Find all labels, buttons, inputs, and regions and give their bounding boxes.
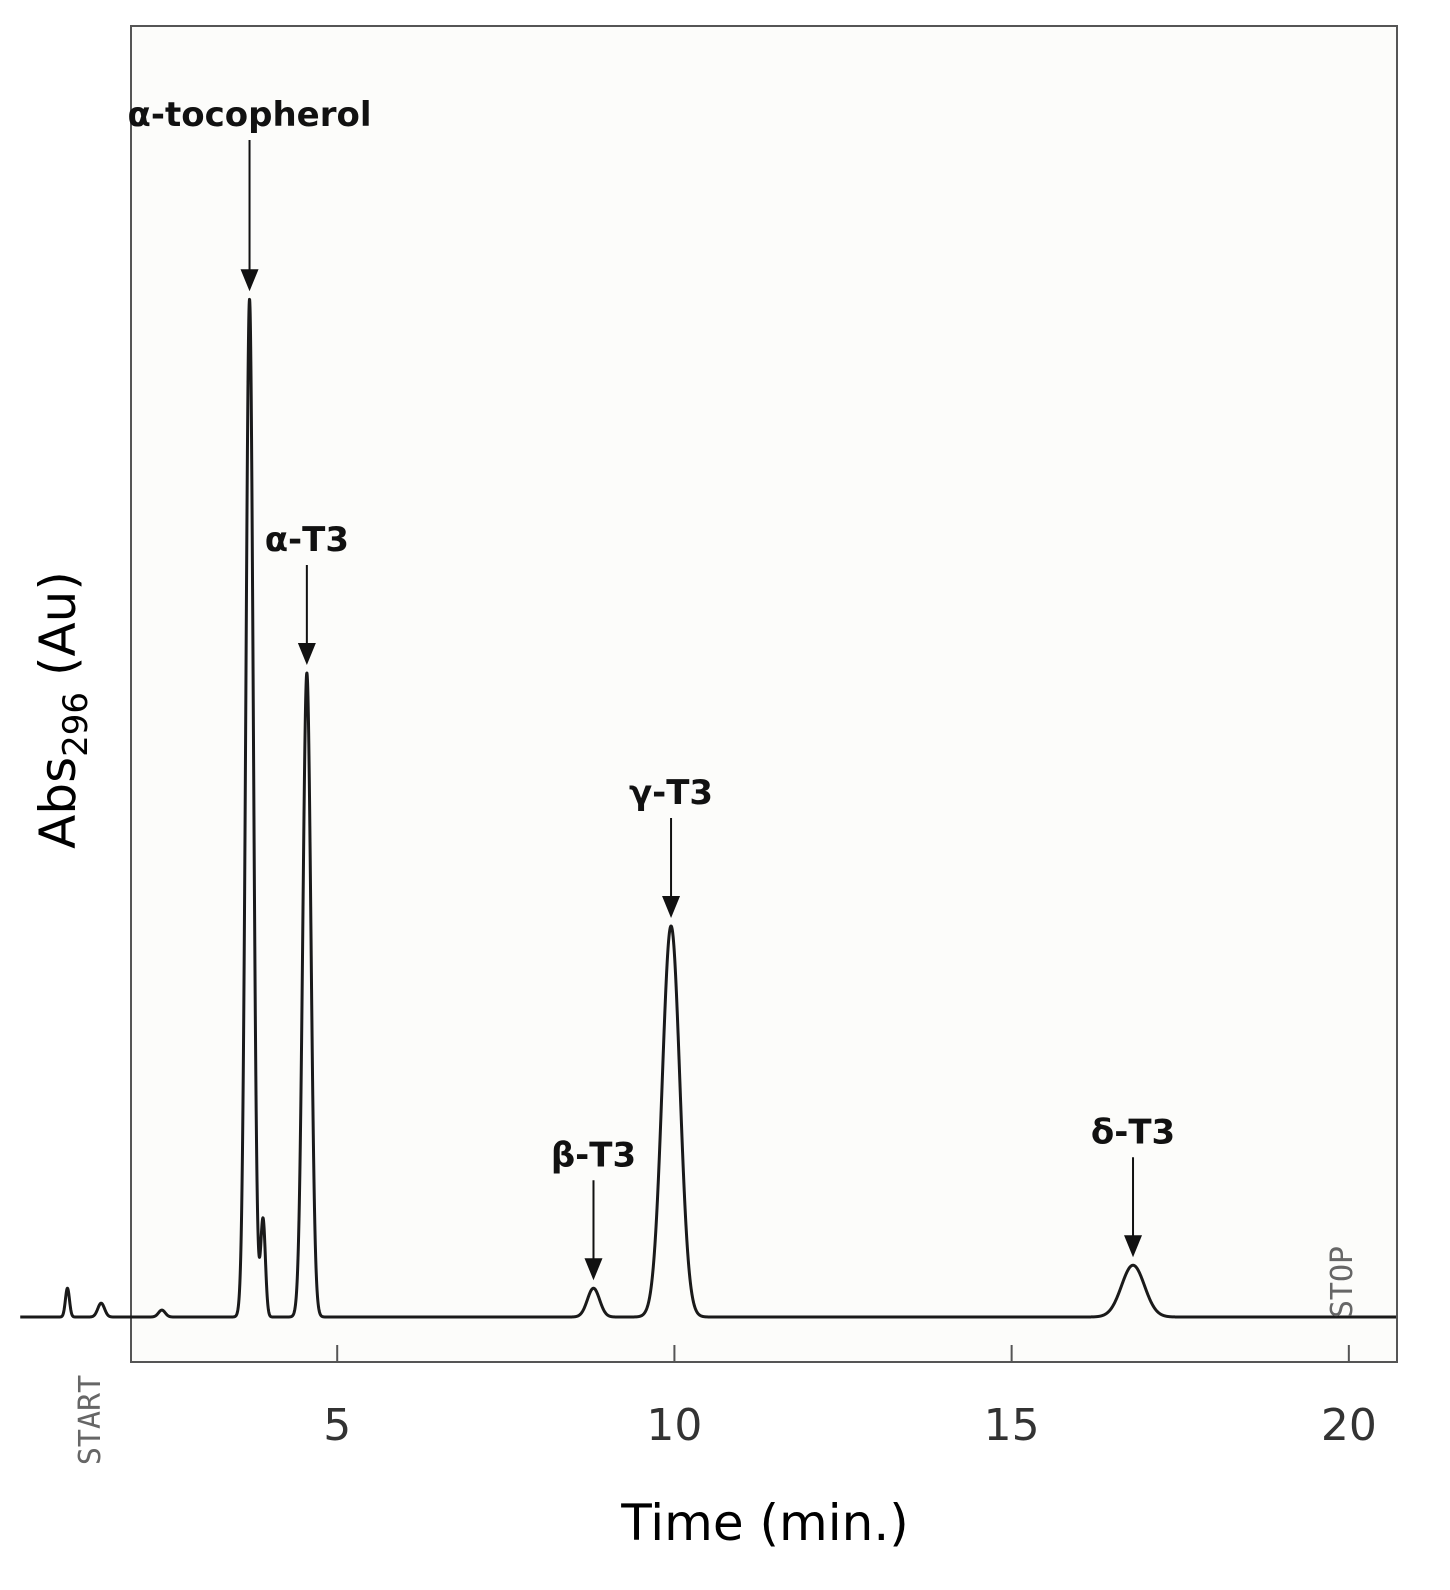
x-tick-label: 15: [984, 1400, 1040, 1451]
peak-annotation: γ-T3: [629, 773, 713, 918]
chromatogram-trace: [18, 297, 1398, 1319]
y-axis-title-main: Abs: [29, 757, 87, 849]
y-axis-title: Abs296 (Au): [29, 571, 96, 849]
stop-label: STOP: [1325, 1246, 1360, 1318]
peak-label: β-T3: [551, 1135, 636, 1175]
peak-annotation: α-tocopherol: [128, 95, 372, 292]
x-axis-title: Time (min.): [620, 1494, 908, 1552]
y-axis-title-unit: (Au): [29, 571, 87, 692]
annotation-arrow-head: [584, 1258, 603, 1281]
peak-label: α-tocopherol: [128, 95, 372, 135]
x-tick-label: 10: [646, 1400, 702, 1451]
peak-label: δ-T3: [1091, 1112, 1175, 1152]
peak-annotations: α-tocopherol α-T3 β-T3 γ-T3 δ-T3: [128, 95, 1175, 1281]
annotation-arrow-head: [1124, 1235, 1143, 1258]
x-ticks: 5 10 15 20: [323, 1345, 1377, 1451]
peak-label: α-T3: [265, 520, 349, 560]
annotation-arrow-head: [240, 269, 259, 292]
peak-label: γ-T3: [629, 773, 713, 813]
peak-annotation: β-T3: [551, 1135, 636, 1281]
plot-frame: [130, 25, 1398, 1363]
peak-annotation: α-T3: [265, 520, 349, 665]
start-label: START: [73, 1375, 108, 1465]
x-tick-label: 5: [323, 1400, 351, 1451]
peak-annotation: δ-T3: [1091, 1112, 1175, 1258]
annotation-arrow-head: [662, 896, 681, 918]
y-axis-title-sub: 296: [56, 692, 96, 757]
annotation-arrow-head: [297, 643, 316, 665]
x-tick-label: 20: [1321, 1400, 1377, 1451]
